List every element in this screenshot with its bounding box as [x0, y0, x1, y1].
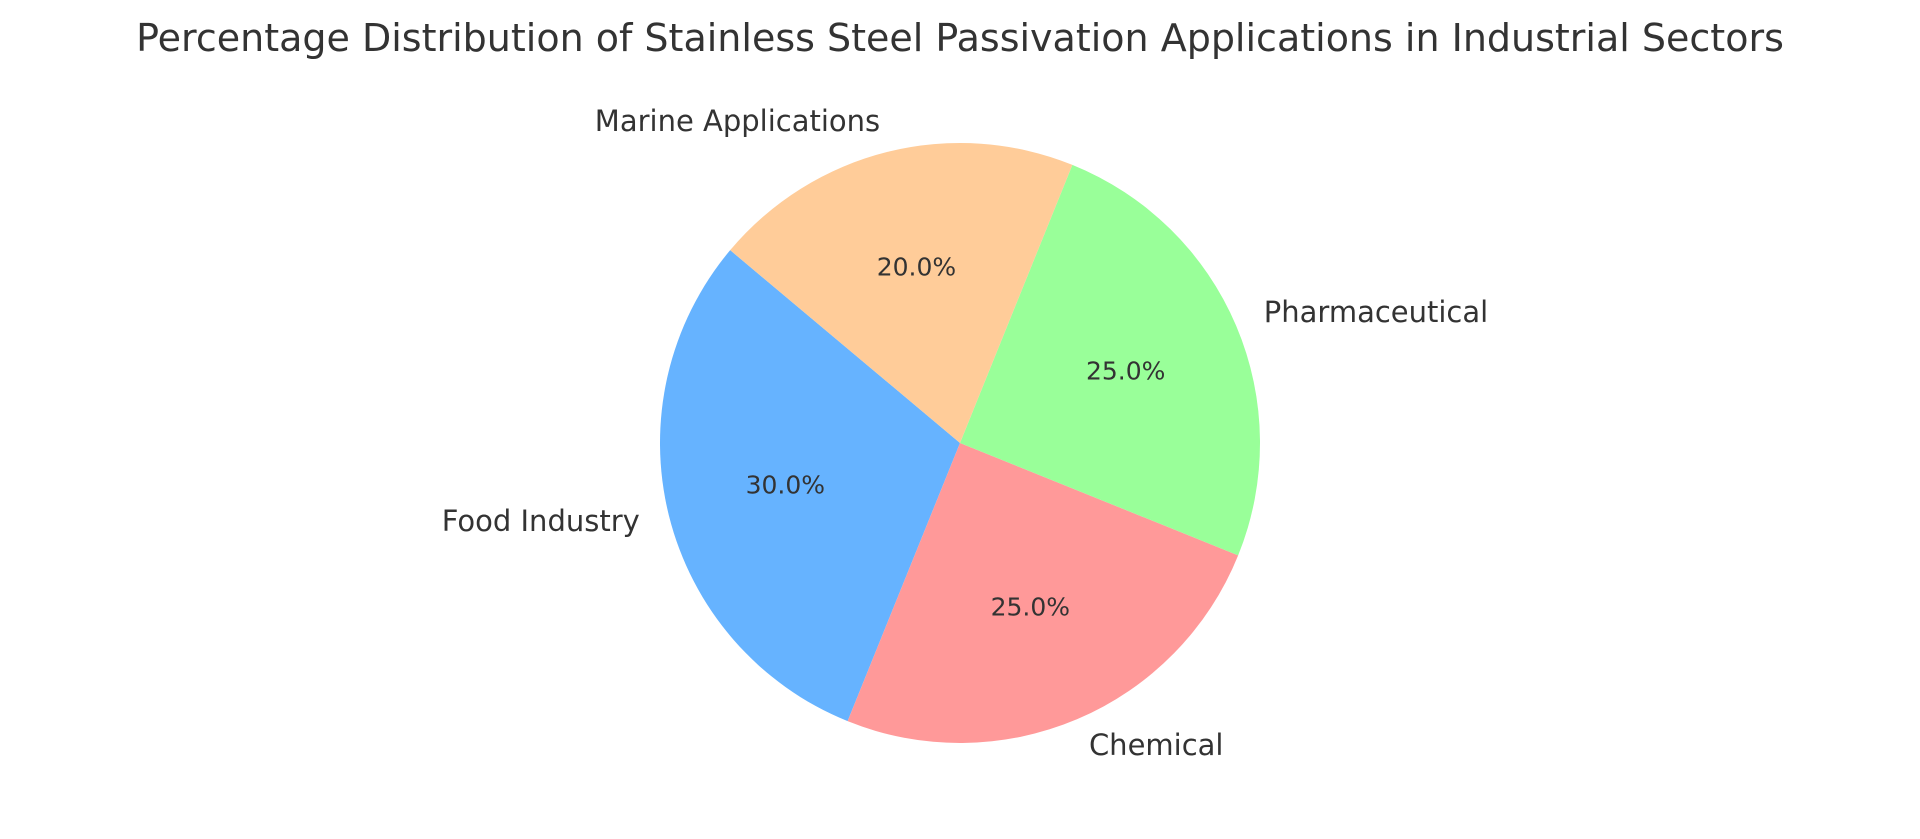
- slice-percent-chemical: 25.0%: [991, 593, 1070, 622]
- pie-labels: Food Industry 30.0% Chemical 25.0% Pharmaceu…: [442, 104, 1488, 762]
- pie-slice-food-industry: [659, 250, 960, 722]
- pie-slice-marine-applications: [730, 143, 1073, 443]
- slice-percent-marine-applications: 20.0%: [877, 252, 956, 281]
- pie-slice-chemical: [847, 443, 1239, 743]
- slice-label-food-industry: Food Industry: [442, 504, 640, 538]
- slice-label-chemical: Chemical: [1089, 728, 1224, 762]
- slice-label-pharmaceutical: Pharmaceutical: [1264, 295, 1488, 329]
- pie-slice-pharmaceutical: [960, 164, 1260, 556]
- slice-percent-pharmaceutical: 25.0%: [1086, 357, 1165, 386]
- slice-label-marine-applications: Marine Applications: [595, 104, 880, 138]
- slice-percent-food-industry: 30.0%: [746, 471, 825, 500]
- chart-title: Percentage Distribution of Stainless Ste…: [136, 16, 1784, 60]
- pie-slices: [659, 143, 1260, 743]
